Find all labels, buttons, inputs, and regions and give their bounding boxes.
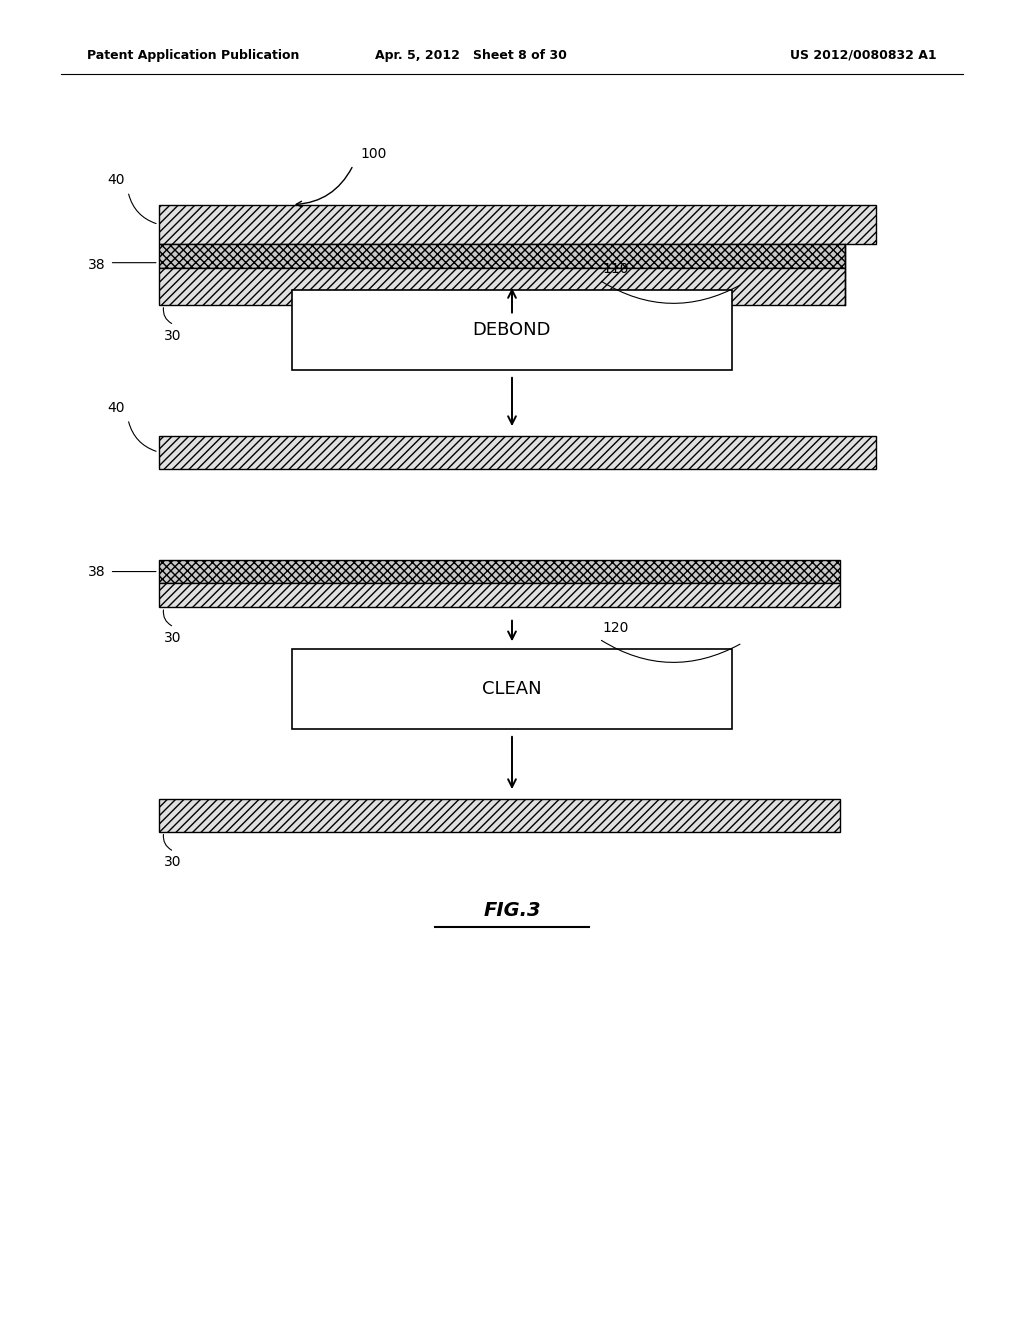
Bar [159, 244, 845, 268]
Text: DEBOND: DEBOND [473, 321, 551, 339]
Bar [292, 290, 732, 370]
Text: CLEAN: CLEAN [482, 680, 542, 698]
Text: 100: 100 [360, 147, 387, 161]
Text: Patent Application Publication: Patent Application Publication [87, 49, 299, 62]
Text: 40: 40 [108, 173, 125, 187]
Text: 30: 30 [164, 329, 181, 343]
Text: 30: 30 [164, 855, 181, 870]
Bar [159, 205, 876, 244]
Text: FIG.3: FIG.3 [483, 902, 541, 920]
Text: US 2012/0080832 A1: US 2012/0080832 A1 [791, 49, 937, 62]
Text: Apr. 5, 2012   Sheet 8 of 30: Apr. 5, 2012 Sheet 8 of 30 [375, 49, 567, 62]
Bar [159, 560, 840, 583]
Bar [159, 799, 840, 832]
Text: 38: 38 [88, 259, 105, 272]
Bar [159, 583, 840, 607]
Bar [159, 436, 876, 469]
Text: 40: 40 [108, 401, 125, 414]
Text: 30: 30 [164, 631, 181, 645]
Bar [159, 268, 845, 305]
Text: 120: 120 [602, 620, 629, 635]
Text: 38: 38 [88, 565, 105, 578]
Bar [292, 649, 732, 729]
Text: 110: 110 [602, 261, 629, 276]
